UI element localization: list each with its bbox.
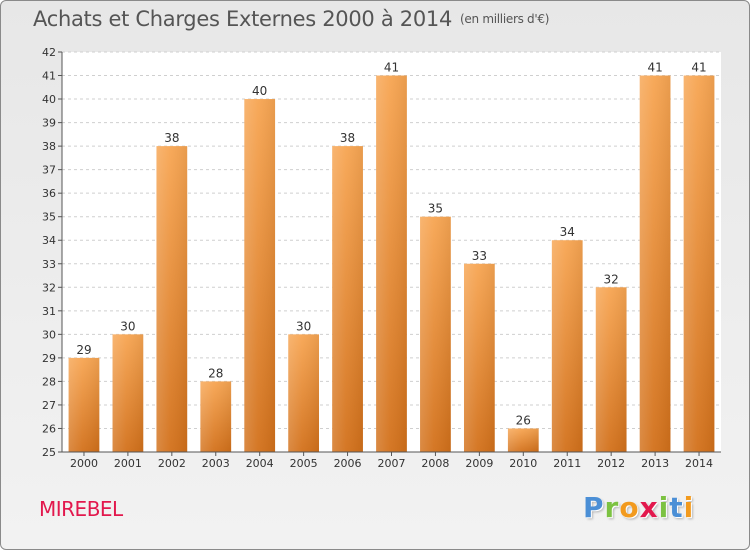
commune-name: MIREBEL — [39, 497, 123, 521]
logo-letter: r — [604, 491, 620, 524]
x-tick-label: 2011 — [553, 457, 581, 470]
bar-shine — [376, 75, 407, 452]
bar-shine — [332, 146, 363, 452]
x-tick-label: 2005 — [290, 457, 318, 470]
logo-letter: i — [683, 491, 695, 524]
bar-shine — [288, 334, 320, 452]
x-tick-label: 2004 — [246, 457, 274, 470]
y-tick-label: 34 — [42, 234, 56, 247]
chart-unit: (en milliers d'€) — [460, 12, 550, 26]
y-tick-label: 35 — [42, 211, 56, 224]
x-tick-label: 2003 — [202, 457, 230, 470]
y-tick-label: 36 — [42, 187, 56, 200]
bar-value-label: 30 — [120, 319, 135, 333]
proxiti-logo: Proxiti — [583, 491, 694, 524]
bar-shine — [463, 263, 495, 452]
x-axis: 2000 2001 2002 2003 2004 2005 2006 2007 2008 2009… — [62, 451, 721, 470]
bars: 29 30 38 28 40 30 38 41 35 33 26 34 32 41 41 — [68, 61, 715, 452]
bar-value-label: 35 — [428, 202, 443, 216]
logo-letter: x — [639, 491, 659, 524]
chart-title: Achats et Charges Externes 2000 à 2014 (e… — [33, 7, 549, 31]
y-tick-label: 27 — [42, 399, 56, 412]
bar-shine — [420, 216, 451, 452]
y-tick-label: 33 — [42, 258, 56, 271]
x-tick-label: 2009 — [465, 457, 493, 470]
bar-value-label: 32 — [604, 272, 619, 286]
x-tick-label: 2006 — [334, 457, 362, 470]
bar-shine — [200, 381, 232, 452]
bar-shine — [507, 428, 539, 452]
bar-shine — [683, 75, 715, 452]
bar-shine — [112, 334, 144, 452]
y-tick-label: 32 — [42, 281, 56, 294]
chart-title-text: Achats et Charges Externes 2000 à 2014 — [33, 7, 453, 31]
bar-value-label: 26 — [516, 413, 531, 427]
bar-value-label: 41 — [691, 61, 706, 75]
bar-shine — [68, 357, 100, 452]
x-tick-label: 2013 — [641, 457, 669, 470]
bar-value-label: 33 — [472, 249, 487, 263]
y-tick-label: 26 — [42, 422, 56, 435]
y-tick-label: 38 — [42, 140, 56, 153]
y-tick-label: 37 — [42, 164, 56, 177]
bar-shine — [595, 287, 627, 452]
bar-value-label: 30 — [296, 319, 311, 333]
logo-letter: o — [619, 491, 640, 524]
y-tick-label: 31 — [42, 305, 56, 318]
logo-letter: t — [669, 491, 684, 524]
y-tick-label: 42 — [42, 46, 56, 59]
y-tick-label: 41 — [42, 70, 56, 83]
bar-value-label: 28 — [208, 366, 223, 380]
y-tick-label: 39 — [42, 117, 56, 130]
bar-value-label: 40 — [252, 84, 267, 98]
bar-value-label: 38 — [340, 131, 355, 145]
x-tick-label: 2014 — [685, 457, 713, 470]
bar-value-label: 38 — [164, 131, 179, 145]
x-tick-label: 2012 — [597, 457, 625, 470]
x-tick-label: 2002 — [158, 457, 186, 470]
logo-letter: i — [658, 491, 670, 524]
x-tick-label: 2000 — [70, 457, 98, 470]
bar-value-label: 41 — [384, 61, 399, 75]
bar-shine — [244, 99, 276, 452]
x-tick-label: 2001 — [114, 457, 142, 470]
logo-letter: P — [583, 491, 605, 524]
bar-value-label: 29 — [76, 343, 91, 357]
y-tick-label: 29 — [42, 352, 56, 365]
y-tick-label: 30 — [42, 328, 56, 341]
y-tick-label: 28 — [42, 375, 56, 388]
x-tick-label: 2010 — [509, 457, 537, 470]
y-tick-label: 40 — [42, 93, 56, 106]
y-axis: 25 26 27 28 29 30 31 32 33 34 35 36 37 38 39 40 41 42 — [42, 46, 63, 459]
bar-value-label: 34 — [560, 225, 575, 239]
bar-shine — [551, 240, 583, 452]
bar-value-label: 41 — [647, 61, 662, 75]
bar-shine — [156, 146, 188, 452]
x-tick-label: 2008 — [421, 457, 449, 470]
bar-shine — [639, 75, 671, 452]
x-tick-label: 2007 — [378, 457, 406, 470]
y-tick-label: 25 — [42, 446, 56, 459]
